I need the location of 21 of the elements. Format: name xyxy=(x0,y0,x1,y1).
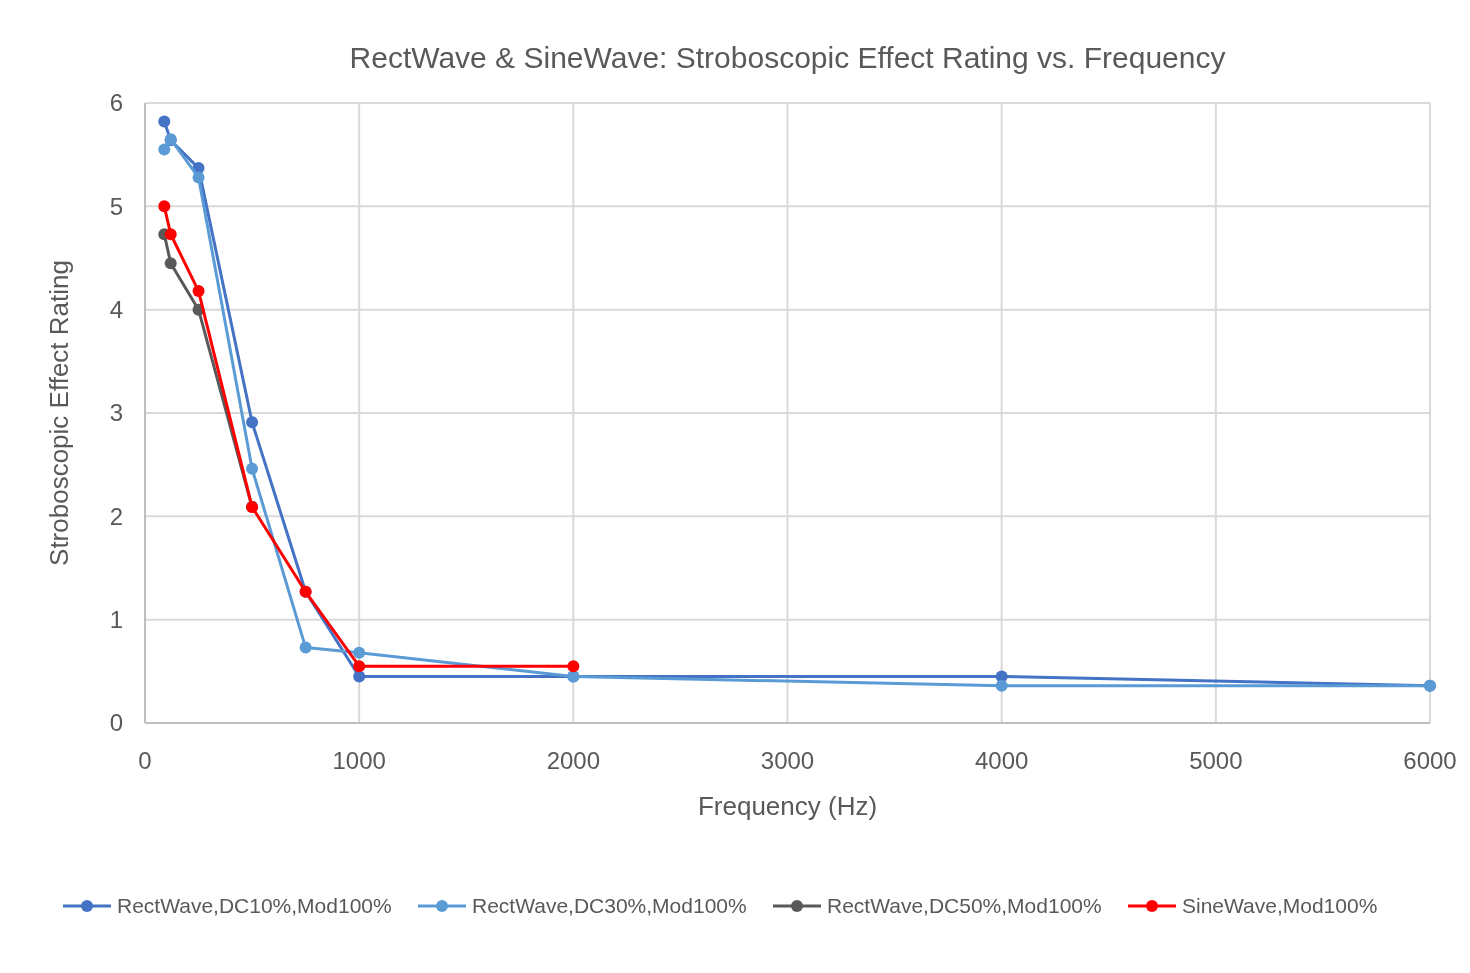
y-tick-label: 2 xyxy=(109,502,123,530)
legend-label: RectWave,DC30%,Mod100% xyxy=(472,894,747,918)
x-tick-label: 6000 xyxy=(1403,747,1457,774)
x-tick-label: 2000 xyxy=(546,747,601,774)
legend-label: SineWave,Mod100% xyxy=(1182,894,1378,918)
x-tick-label: 4000 xyxy=(974,747,1029,774)
y-tick-label: 5 xyxy=(109,192,123,220)
y-tick-label: 4 xyxy=(109,296,123,324)
legend-label: RectWave,DC10%,Mod100% xyxy=(117,894,392,918)
y-tick-label: 6 xyxy=(109,89,123,117)
x-tick-label: 0 xyxy=(138,747,152,774)
x-tick-label: 3000 xyxy=(760,747,815,774)
y-axis-title: Stroboscopic Effect Rating xyxy=(44,260,74,566)
chart-title: RectWave & SineWave: Stroboscopic Effect Rating vs. Frequency xyxy=(349,41,1226,74)
x-tick-label: 5000 xyxy=(1189,747,1243,774)
y-tick-label: 3 xyxy=(109,399,123,427)
x-tick-label: 1000 xyxy=(332,747,386,774)
legend-label: RectWave,DC50%,Mod100% xyxy=(827,894,1102,918)
y-tick-label: 0 xyxy=(109,709,123,737)
x-axis-title: Frequency (Hz) xyxy=(697,791,878,821)
y-tick-label: 1 xyxy=(109,606,123,634)
